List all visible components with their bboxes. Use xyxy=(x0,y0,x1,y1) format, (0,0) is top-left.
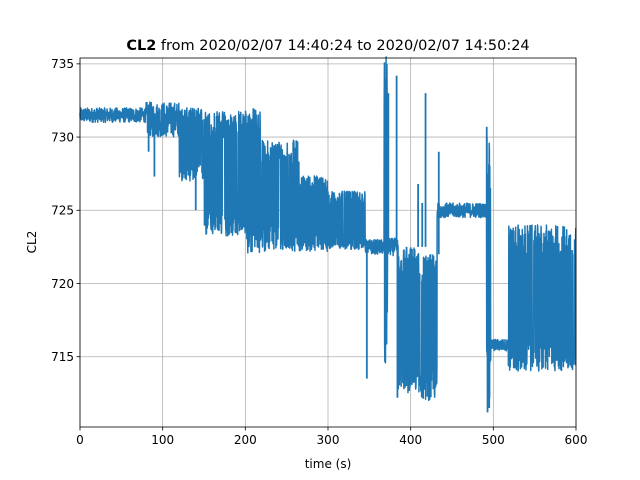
title-bold: CL2 xyxy=(126,38,156,54)
y-axis-label: CL2 xyxy=(25,231,39,254)
x-tick-label: 600 xyxy=(565,433,588,447)
x-axis: 0 100 200 300 400 500 600 xyxy=(76,427,587,447)
y-tick-label: 720 xyxy=(51,277,74,291)
x-tick-label: 0 xyxy=(76,433,84,447)
title-rest: from 2020/02/07 14:40:24 to 2020/02/07 1… xyxy=(156,38,529,54)
data-layer xyxy=(79,56,577,413)
x-axis-label: time (s) xyxy=(305,457,352,471)
series-line xyxy=(79,56,577,402)
y-tick-label: 725 xyxy=(51,204,74,218)
x-tick-label: 200 xyxy=(234,433,257,447)
y-axis: 715 720 725 730 735 xyxy=(51,57,80,364)
y-tick-label: 715 xyxy=(51,350,74,364)
chart-title: CL2 from 2020/02/07 14:40:24 to 2020/02/… xyxy=(126,38,529,54)
y-tick-label: 735 xyxy=(51,57,74,71)
x-tick-label: 100 xyxy=(151,433,174,447)
x-tick-label: 300 xyxy=(317,433,340,447)
x-tick-label: 500 xyxy=(482,433,505,447)
y-tick-label: 730 xyxy=(51,130,74,144)
x-tick-label: 400 xyxy=(399,433,422,447)
